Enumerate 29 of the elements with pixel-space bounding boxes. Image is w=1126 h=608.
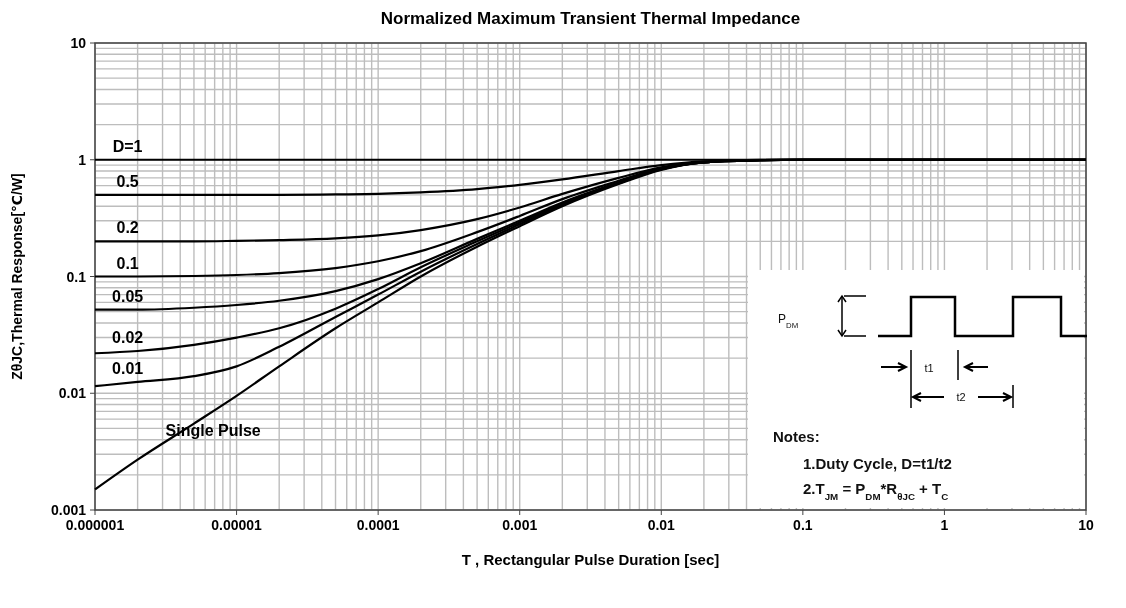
series-label: 0.01 [112,359,144,377]
y-tick-label: 0.01 [58,385,87,402]
x-tick-label: 0.00001 [211,517,263,533]
x-tick-label: 0.01 [647,517,676,533]
series-label: D=1 [112,137,143,155]
series-label: 0.2 [116,219,139,237]
y-axis-title: ZθJC,Thermal Response[℃/W] [9,173,25,380]
annotation: Notes: [773,428,820,445]
annotation: 1.Duty Cycle, D=t1/t2 [803,455,952,472]
x-tick-label: 0.0001 [356,517,400,533]
x-axis-title: T , Rectangular Pulse Duration [sec] [461,551,720,568]
series-label: 0.5 [116,172,139,190]
series-label: 0.02 [112,329,144,347]
x-tick-label: 10 [1078,517,1094,533]
x-tick-label: 0.001 [502,517,538,533]
annotation: 2.T$_{JM}$ = P$_{DM}$*R$_{θJC}$ + T$_{C}$ [803,480,949,502]
x-tick-label: 1 [940,517,949,533]
y-tick-label: 1 [78,151,87,168]
annotation: t2 [956,391,966,403]
y-tick-label: 10 [70,35,87,51]
x-tick-label: 0.000001 [65,517,125,533]
y-tick-label: 0.001 [50,502,87,518]
series-label: 0.05 [112,287,144,305]
series-label: 0.1 [116,254,139,272]
y-tick-label: 0.1 [66,268,87,285]
chart-title: Normalized Maximum Transient Thermal Impedance [380,9,801,28]
x-tick-label: 0.1 [793,517,813,533]
annotation: P$_{DM}$ [778,312,799,330]
annotation: t1 [924,362,934,374]
